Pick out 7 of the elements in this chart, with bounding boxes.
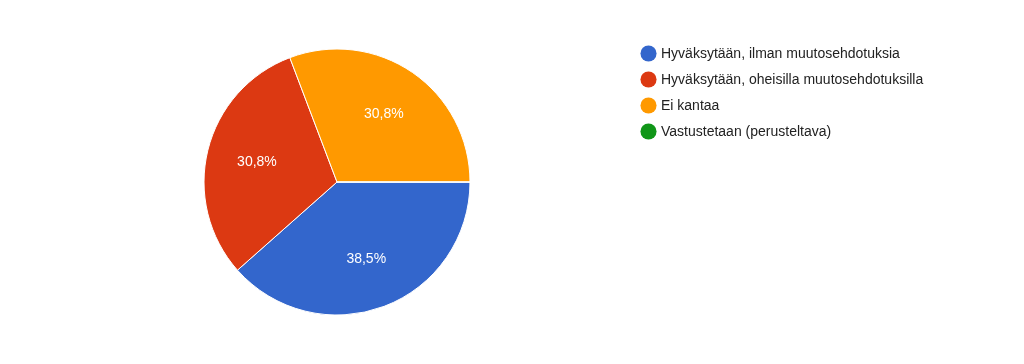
legend-label: Vastustetaan (perusteltava) bbox=[661, 122, 832, 139]
legend-label: Ei kantaa bbox=[661, 96, 720, 113]
data-label: 30,8% bbox=[237, 153, 277, 170]
legend-label: Hyväksytään, ilman muutosehdotuksia bbox=[661, 44, 901, 61]
data-label: 30,8% bbox=[363, 105, 404, 122]
legend-label: Hyväksytään, oheisilla muutosehdotuksilla bbox=[661, 70, 924, 87]
data-label: 38,5% bbox=[346, 250, 387, 267]
